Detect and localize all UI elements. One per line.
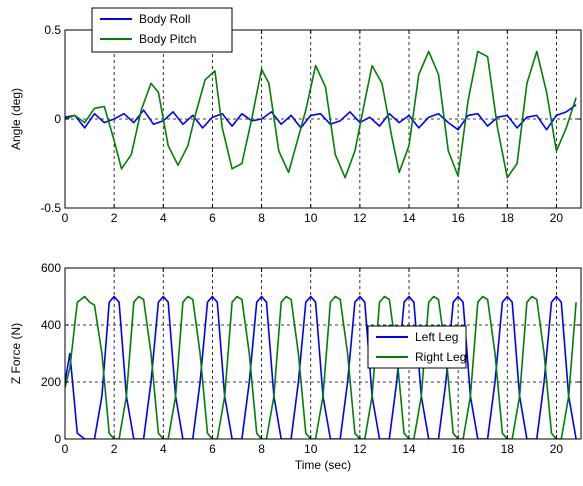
x-tick-label: 0 — [62, 211, 69, 225]
x-tick-label: 16 — [451, 442, 465, 456]
axes-box — [64, 267, 582, 440]
x-tick-label: 12 — [353, 211, 367, 225]
x-tick-label: 16 — [451, 211, 465, 225]
legend-box — [367, 325, 467, 369]
x-tick-label: 10 — [304, 442, 318, 456]
x-tick-label: 2 — [111, 211, 118, 225]
y-axis-label: Angle (deg) — [9, 88, 23, 150]
x-tick-label: 8 — [258, 442, 265, 456]
series-line-left-leg — [65, 295, 577, 439]
series-line-right-leg — [65, 295, 577, 439]
x-tick-label: 2 — [111, 442, 118, 456]
x-tick-label: 6 — [209, 211, 216, 225]
x-tick-label: 18 — [501, 211, 515, 225]
x-tick-label: 12 — [353, 442, 367, 456]
legend-entry: Left Leg — [415, 330, 458, 344]
x-tick-label: 14 — [402, 211, 416, 225]
series-line-body-pitch — [65, 50, 577, 179]
y-tick-label: 600 — [41, 261, 61, 275]
x-tick-label: 20 — [550, 442, 564, 456]
x-tick-label: 4 — [160, 442, 167, 456]
legend-entry: Body Pitch — [139, 32, 196, 46]
y-tick-label: 0 — [54, 432, 61, 446]
y-tick-label: 200 — [41, 375, 61, 389]
y-tick-label: -0.5 — [40, 201, 61, 215]
x-tick-label: 8 — [258, 211, 265, 225]
plot-area — [65, 268, 581, 439]
x-axis-label: Time (sec) — [295, 458, 351, 472]
x-tick-label: 18 — [501, 442, 515, 456]
legend-box — [91, 7, 233, 53]
legend-entry: Body Roll — [139, 12, 190, 26]
y-tick-label: 400 — [41, 318, 61, 332]
y-axis-label: Z Force (N) — [9, 323, 23, 384]
legend: Left Leg Right Leg — [367, 325, 467, 369]
x-tick-label: 14 — [402, 442, 416, 456]
x-tick-label: 6 — [209, 442, 216, 456]
y-tick-label: 0 — [54, 112, 61, 126]
x-tick-label: 4 — [160, 211, 167, 225]
x-tick-label: 20 — [550, 211, 564, 225]
legend-entry: Right Leg — [415, 350, 466, 364]
series-line-body-roll — [65, 104, 577, 131]
legend: Body Roll Body Pitch — [91, 7, 233, 53]
x-tick-label: 0 — [62, 442, 69, 456]
x-tick-label: 10 — [304, 211, 318, 225]
y-tick-label: 0.5 — [44, 23, 61, 37]
